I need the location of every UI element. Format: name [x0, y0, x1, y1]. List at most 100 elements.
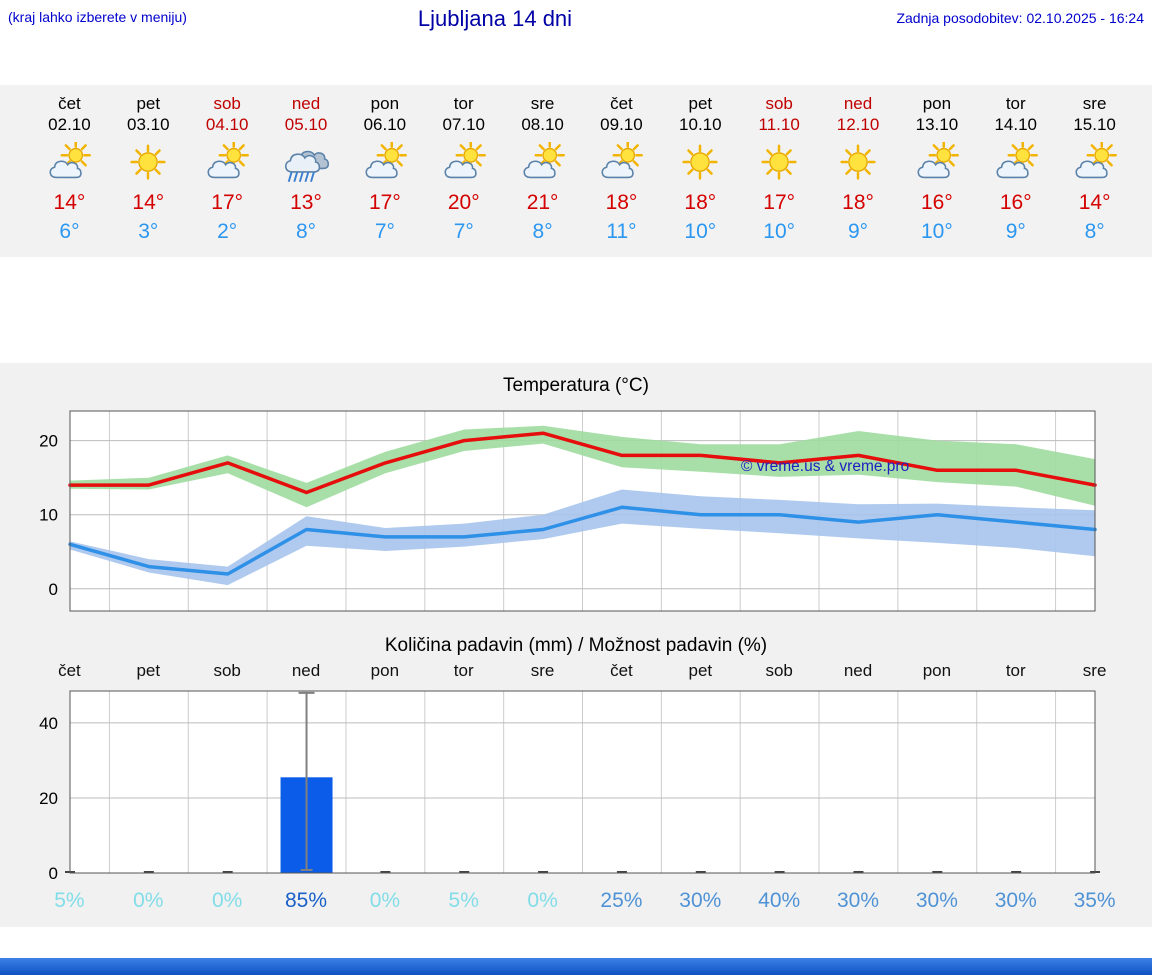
temp-y-tick: 20: [39, 432, 58, 451]
temp-min: 9°: [1005, 220, 1026, 243]
day-name: sob: [213, 94, 241, 113]
charts-area: Temperatura (°C) 0 10 20 © vreme.us & vreme…: [0, 363, 1152, 927]
temp-max: 17°: [763, 191, 796, 214]
temp-max: 16°: [921, 191, 953, 214]
temp-max: 14°: [132, 191, 165, 214]
sun-cloud-icon: [30, 138, 109, 188]
bottom-bar: [0, 958, 1152, 975]
temp-min: 8°: [1084, 220, 1105, 243]
day-date: 08.10: [521, 115, 564, 134]
precip-probability-4: 85%: [284, 889, 328, 912]
rain-cloud-icon: [267, 138, 346, 188]
precip-probability-10: 40%: [758, 889, 801, 912]
temp-min: 2°: [217, 220, 238, 243]
day-date: 04.10: [205, 115, 249, 134]
precipitation-plot: 0 20 40: [39, 690, 1100, 881]
precip-y-tick: 20: [39, 789, 58, 808]
precip-probability-9: 30%: [679, 889, 722, 912]
precip-probability-5: 0%: [369, 889, 401, 912]
day-date: 11.10: [758, 115, 800, 134]
forecast-day-10[interactable]: sob 11.10 17° 10°: [740, 93, 819, 245]
forecast-day-1[interactable]: čet 02.10 14° 6°: [30, 93, 109, 245]
temperature-plot: 0 10 20 © vreme.us & vreme.pro: [39, 410, 1097, 612]
precip-day-label-3: sob: [213, 661, 241, 680]
temp-min: 11°: [606, 220, 637, 243]
precip-day-label-2: pet: [136, 661, 161, 680]
precipitation-chart: 0 20 40: [0, 683, 1152, 881]
day-date: 15.10: [1073, 115, 1116, 134]
day-date: 12.10: [836, 115, 880, 134]
precip-day-label-12: pon: [922, 661, 952, 680]
watermark: © vreme.us & vreme.pro: [741, 458, 909, 475]
precip-day-label-6: tor: [453, 661, 474, 680]
last-update-label: Zadnja posodobitev: 02.10.2025 - 16:24: [896, 10, 1144, 26]
sun-cloud-icon: [897, 138, 976, 188]
precip-probability-7: 0%: [527, 889, 558, 912]
precip-day-label-1: čet: [58, 661, 81, 680]
precip-day-label-5: pon: [370, 661, 400, 680]
sun-icon: [109, 138, 188, 188]
forecast-day-3[interactable]: sob 04.10 17° 2°: [188, 93, 267, 245]
temp-max: 21°: [526, 191, 559, 214]
precip-day-label-10: sob: [765, 661, 793, 680]
day-name: tor: [453, 94, 474, 113]
sun-icon: [740, 138, 819, 188]
precip-day-label-11: ned: [843, 661, 873, 680]
temp-max: 18°: [684, 191, 717, 214]
temp-max: 17°: [368, 191, 401, 214]
forecast-day-11[interactable]: ned 12.10 18° 9°: [819, 93, 898, 245]
forecast-day-2[interactable]: pet 03.10 14° 3°: [109, 93, 188, 245]
temp-min: 10°: [921, 220, 953, 243]
forecast-day-7[interactable]: sre 08.10 21° 8°: [503, 93, 582, 245]
forecast-day-8[interactable]: čet 09.10 18° 11°: [582, 93, 661, 245]
forecast-day-13[interactable]: tor 14.10 16° 9°: [976, 93, 1055, 245]
day-name: pet: [688, 94, 713, 113]
day-date: 13.10: [915, 115, 959, 134]
temp-y-tick: 10: [39, 506, 58, 525]
day-name: čet: [58, 94, 81, 113]
temp-max: 13°: [290, 191, 322, 214]
day-name: sob: [765, 94, 793, 113]
day-name: ned: [843, 94, 873, 113]
precip-probability-8: 25%: [600, 889, 643, 912]
day-date: 02.10: [48, 115, 91, 134]
precip-probability-12: 30%: [915, 889, 958, 912]
sun-cloud-icon: [188, 138, 267, 188]
day-name: pon: [370, 94, 400, 113]
sun-cloud-icon: [1055, 138, 1134, 188]
day-date: 07.10: [442, 115, 485, 134]
precip-probability-row: 5% 0% 0% 85% 0% 5% 0% 25% 30% 40% 30% 30% 30% 35%: [30, 889, 1134, 913]
sun-cloud-icon: [345, 138, 424, 188]
temp-min: 8°: [295, 220, 317, 243]
temperature-chart: 0 10 20 © vreme.us & vreme.pro: [0, 405, 1152, 617]
precip-probability-1: 5%: [54, 889, 85, 912]
temp-min: 6°: [59, 220, 80, 243]
forecast-day-5[interactable]: pon 06.10 17° 7°: [345, 93, 424, 245]
precip-probability-3: 0%: [211, 889, 243, 912]
sun-cloud-icon: [582, 138, 661, 188]
day-date: 10.10: [679, 115, 722, 134]
temp-max: 20°: [447, 191, 480, 214]
day-date: 14.10: [994, 115, 1038, 134]
day-name: tor: [1005, 94, 1026, 113]
temp-max: 17°: [211, 191, 244, 214]
temp-min: 3°: [138, 220, 159, 243]
sun-cloud-icon: [503, 138, 582, 188]
forecast-day-6[interactable]: tor 07.10 20° 7°: [424, 93, 503, 245]
precip-y-tick: 0: [49, 864, 58, 881]
precip-y-tick: 40: [39, 714, 58, 733]
forecast-day-12[interactable]: pon 13.10 16° 10°: [897, 93, 976, 245]
temperature-chart-title: Temperatura (°C): [503, 375, 649, 396]
forecast-day-14[interactable]: sre 15.10 14° 8°: [1055, 93, 1134, 245]
day-date: 03.10: [127, 115, 170, 134]
weather-page: (kraj lahko izberete v meniju) Ljubljana…: [0, 6, 1152, 975]
temp-min: 7°: [453, 220, 474, 243]
temp-max: 16°: [999, 191, 1032, 214]
forecast-day-4[interactable]: ned 05.10 13° 8°: [267, 93, 346, 245]
sun-icon: [819, 138, 898, 188]
precipitation-chart-title: Količina padavin (mm) / Možnost padavin …: [384, 635, 768, 656]
forecast-day-9[interactable]: pet 10.10 18° 10°: [661, 93, 740, 245]
temp-max: 18°: [842, 191, 874, 214]
sun-icon: [661, 138, 740, 188]
precip-day-label-4: ned: [291, 661, 321, 680]
